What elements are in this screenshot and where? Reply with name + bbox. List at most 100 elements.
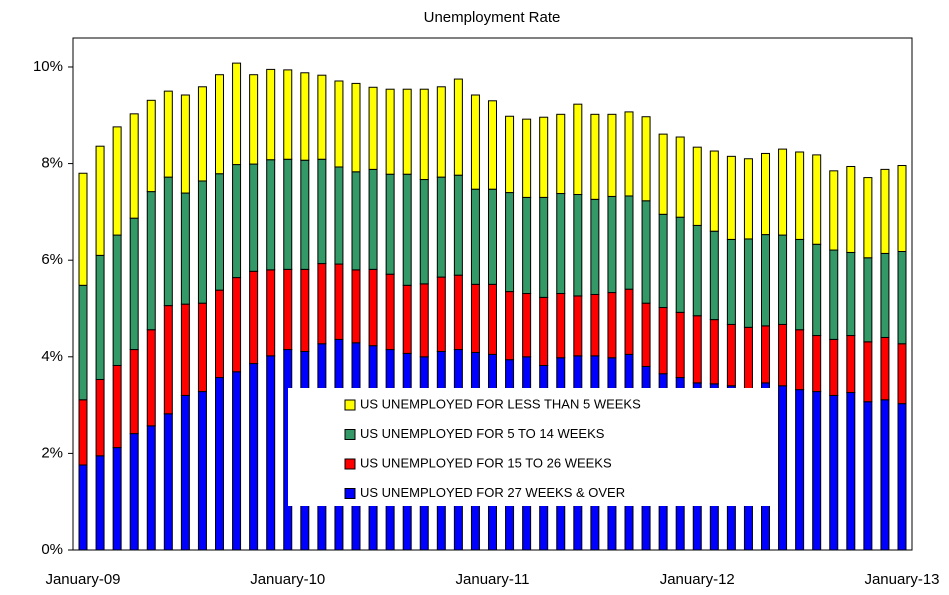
bar-segment bbox=[488, 188, 497, 285]
bar-segment bbox=[78, 399, 88, 466]
bar-segment bbox=[829, 249, 839, 340]
bar-segment bbox=[726, 155, 736, 240]
bar-segment bbox=[795, 238, 805, 331]
bar-segment bbox=[624, 195, 634, 290]
legend-swatch bbox=[344, 458, 356, 470]
bar-segment bbox=[573, 295, 583, 357]
chart-title: Unemployment Rate bbox=[424, 9, 561, 26]
bar-segment bbox=[470, 94, 480, 190]
bar-segment bbox=[419, 283, 429, 358]
legend-box bbox=[288, 388, 776, 506]
bar-segment bbox=[266, 68, 276, 161]
bar-segment bbox=[812, 391, 822, 551]
x-tick-label: January-12 bbox=[660, 571, 735, 588]
bar-segment bbox=[112, 126, 122, 236]
bar-segment bbox=[402, 284, 412, 354]
bar-segment bbox=[880, 336, 890, 401]
bar-segment bbox=[197, 391, 207, 551]
bar-segment bbox=[129, 113, 139, 219]
bar-segment bbox=[232, 62, 242, 166]
bar-segment bbox=[215, 377, 224, 551]
bar-segment bbox=[249, 163, 259, 272]
bar-segment bbox=[624, 111, 634, 197]
bar-segment bbox=[197, 86, 207, 182]
bar-segment bbox=[812, 243, 822, 337]
bar-segment bbox=[761, 325, 770, 384]
bar-segment bbox=[863, 177, 873, 259]
bar-segment bbox=[146, 99, 156, 193]
bar-segment bbox=[368, 86, 378, 170]
bar-segment bbox=[146, 329, 156, 427]
bar-segment bbox=[795, 151, 805, 240]
bar-segment bbox=[641, 302, 651, 367]
bar-segment bbox=[692, 224, 702, 317]
bar-segment bbox=[897, 403, 907, 551]
legend-label: US UNEMPLOYED FOR 15 TO 26 WEEKS bbox=[360, 455, 612, 470]
bar-segment bbox=[95, 145, 105, 256]
bar-segment bbox=[812, 335, 822, 393]
bar-segment bbox=[556, 293, 566, 359]
bar-segment bbox=[505, 291, 515, 361]
bar-segment bbox=[146, 191, 156, 331]
bar-segment bbox=[283, 69, 293, 160]
bar-segment bbox=[95, 455, 105, 551]
bar-segment bbox=[812, 154, 822, 245]
bar-segment bbox=[590, 198, 600, 295]
bar-segment bbox=[163, 413, 173, 551]
bar-segment bbox=[334, 166, 344, 265]
bar-segment bbox=[778, 385, 788, 551]
y-tick-label: 0% bbox=[41, 541, 63, 558]
bar-segment bbox=[317, 263, 327, 345]
legend-label: US UNEMPLOYED FOR LESS THAN 5 WEEKS bbox=[360, 396, 641, 411]
bar-segment bbox=[385, 273, 395, 351]
bar-segment bbox=[897, 250, 907, 345]
bar-segment bbox=[743, 158, 753, 240]
bar-segment bbox=[607, 292, 617, 359]
bar-segment bbox=[846, 165, 856, 253]
bar-segment bbox=[351, 171, 361, 271]
x-tick-label: January-09 bbox=[45, 571, 120, 588]
bar-segment bbox=[112, 234, 122, 366]
bar-segment bbox=[470, 283, 480, 353]
bar-segment bbox=[436, 86, 446, 178]
bar-segment bbox=[453, 174, 463, 276]
legend-swatch bbox=[344, 488, 356, 499]
bar-segment bbox=[470, 188, 480, 285]
bar-segment bbox=[351, 269, 361, 344]
bar-segment bbox=[743, 326, 753, 391]
bar-segment bbox=[402, 173, 412, 286]
bar-segment bbox=[385, 88, 395, 175]
bar-segment bbox=[607, 113, 617, 197]
bar-segment bbox=[590, 293, 600, 357]
bar-segment bbox=[215, 289, 224, 379]
bar-segment bbox=[778, 323, 788, 387]
legend-label: US UNEMPLOYED FOR 27 WEEKS & OVER bbox=[360, 485, 625, 500]
legend-label: US UNEMPLOYED FOR 5 TO 14 WEEKS bbox=[360, 426, 605, 441]
legend-swatch bbox=[344, 429, 356, 440]
bar-segment bbox=[743, 238, 753, 328]
bar-segment bbox=[215, 74, 224, 175]
bar-segment bbox=[556, 193, 566, 295]
bar-segment bbox=[829, 170, 839, 251]
bar-segment bbox=[129, 217, 139, 351]
bar-segment bbox=[795, 389, 805, 551]
bar-segment bbox=[658, 307, 668, 375]
bar-segment bbox=[300, 159, 310, 270]
bar-segment bbox=[505, 192, 515, 293]
bar-segment bbox=[505, 115, 515, 194]
bar-segment bbox=[658, 133, 668, 215]
bar-segment bbox=[368, 168, 378, 270]
bar-segment bbox=[351, 82, 361, 173]
bar-segment bbox=[436, 276, 446, 352]
bar-segment bbox=[539, 116, 549, 198]
bar-segment bbox=[112, 447, 122, 551]
bar-segment bbox=[897, 165, 907, 252]
bar-segment bbox=[197, 180, 207, 304]
bar-segment bbox=[180, 394, 190, 551]
bar-segment bbox=[215, 173, 224, 291]
bar-segment bbox=[300, 268, 310, 352]
bar-segment bbox=[726, 238, 736, 325]
bar-segment bbox=[658, 213, 668, 309]
y-tick-label: 8% bbox=[41, 155, 63, 172]
bar-segment bbox=[78, 172, 88, 286]
